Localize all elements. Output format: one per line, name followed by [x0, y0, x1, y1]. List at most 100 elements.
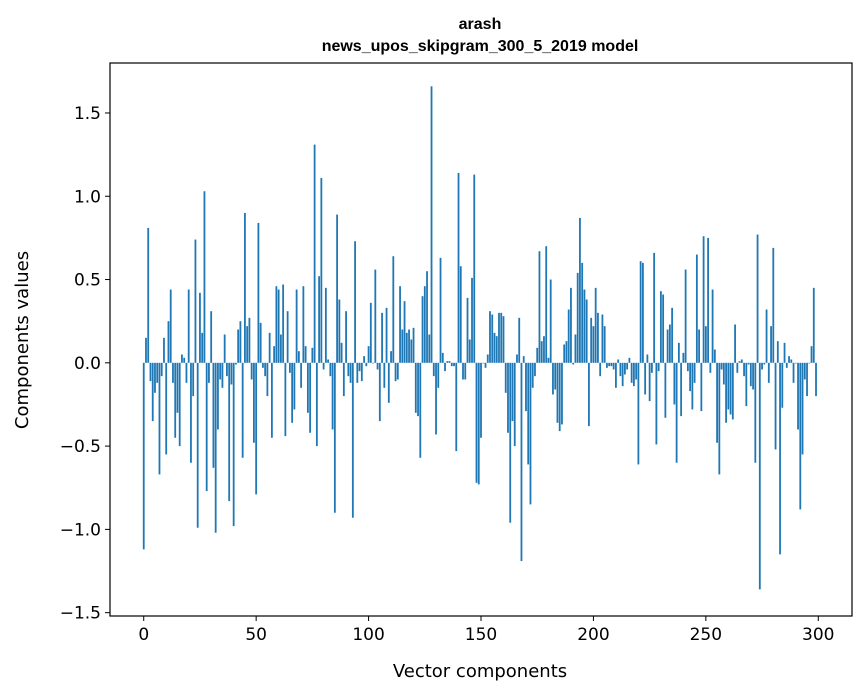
bar-179	[545, 246, 548, 363]
bar-174	[534, 362, 536, 377]
bar-56	[268, 332, 271, 363]
bar-295	[806, 362, 808, 397]
bar-225	[648, 362, 651, 402]
bar-77	[315, 362, 318, 447]
bar-22	[192, 362, 195, 397]
bar-89	[342, 362, 345, 397]
bar-58	[273, 346, 276, 363]
bar-102	[372, 362, 374, 364]
bar-284	[781, 362, 784, 408]
bar-212	[619, 362, 622, 377]
bar-191	[572, 362, 575, 365]
bar-59	[275, 286, 278, 363]
bar-181	[549, 279, 552, 363]
bar-55	[266, 362, 269, 397]
bar-2	[147, 227, 150, 363]
bar-91	[347, 362, 350, 377]
bar-24	[196, 362, 199, 528]
bar-159	[500, 312, 503, 363]
bar-6	[156, 362, 159, 383]
bar-176	[538, 251, 541, 363]
bar-37	[226, 362, 228, 377]
bar-184	[556, 362, 559, 423]
bar-183	[554, 362, 557, 390]
bar-130	[435, 362, 437, 435]
y-tick-label: 1.0	[74, 187, 101, 207]
bar-194	[579, 217, 581, 363]
bar-71	[302, 286, 305, 363]
bar-106	[381, 312, 383, 363]
bar-119	[410, 339, 413, 363]
bar-222	[641, 262, 644, 363]
bar-278	[767, 362, 770, 383]
x-tick-label: 300	[802, 625, 834, 645]
bar-251	[707, 237, 709, 363]
bar-108	[385, 307, 388, 363]
bar-248	[700, 362, 703, 412]
bar-136	[448, 361, 451, 363]
bar-221	[639, 261, 642, 363]
bar-134	[444, 362, 446, 372]
bar-64	[286, 311, 289, 363]
bar-249	[702, 236, 705, 363]
bar-86	[336, 214, 338, 363]
bar-4	[151, 362, 154, 422]
bar-192	[574, 334, 577, 363]
bar-105	[378, 362, 381, 422]
x-tick-label: 100	[352, 625, 384, 645]
bar-131	[437, 362, 440, 388]
bar-116	[403, 301, 406, 363]
bar-182	[552, 362, 554, 395]
bar-34	[219, 362, 222, 380]
bar-17	[181, 354, 183, 363]
bar-76	[313, 144, 316, 363]
bar-60	[277, 289, 280, 363]
bar-236	[673, 362, 676, 405]
bar-57	[270, 362, 273, 438]
bar-237	[675, 362, 678, 463]
bar-171	[527, 362, 530, 465]
bar-44	[241, 362, 244, 458]
bar-144	[466, 297, 469, 363]
bar-257	[720, 362, 723, 370]
bar-273	[756, 234, 759, 363]
bar-296	[808, 362, 811, 364]
x-tick-label: 0	[138, 625, 149, 645]
bar-30	[210, 311, 213, 363]
bar-196	[583, 289, 586, 363]
bar-129	[432, 362, 435, 377]
bar-148	[475, 362, 478, 483]
bar-65	[288, 362, 291, 373]
bar-146	[471, 277, 473, 363]
bar-252	[709, 362, 712, 373]
bar-139	[455, 362, 458, 452]
bar-10	[165, 362, 168, 455]
bar-161	[504, 362, 507, 393]
bar-94	[354, 241, 356, 363]
bar-123	[419, 362, 422, 458]
bar-66	[291, 362, 294, 423]
bar-142	[462, 362, 464, 380]
bar-41	[235, 362, 237, 365]
bar-40	[232, 362, 235, 527]
bar-254	[713, 349, 716, 363]
bar-262	[731, 362, 734, 420]
bar-165	[513, 362, 516, 447]
bar-29	[208, 362, 210, 383]
bar-61	[279, 334, 282, 363]
bar-49	[253, 362, 255, 443]
y-axis-label: Components values	[12, 251, 33, 429]
bar-286	[785, 362, 788, 368]
bar-42	[237, 329, 240, 363]
bar-13	[172, 362, 174, 383]
bar-205	[603, 326, 606, 363]
bar-98	[363, 356, 365, 363]
bar-11	[167, 321, 170, 363]
bar-228	[655, 362, 658, 445]
bar-132	[439, 257, 442, 363]
bar-46	[246, 326, 249, 363]
bar-234	[668, 324, 671, 363]
bar-70	[300, 362, 303, 388]
bar-240	[682, 352, 685, 363]
